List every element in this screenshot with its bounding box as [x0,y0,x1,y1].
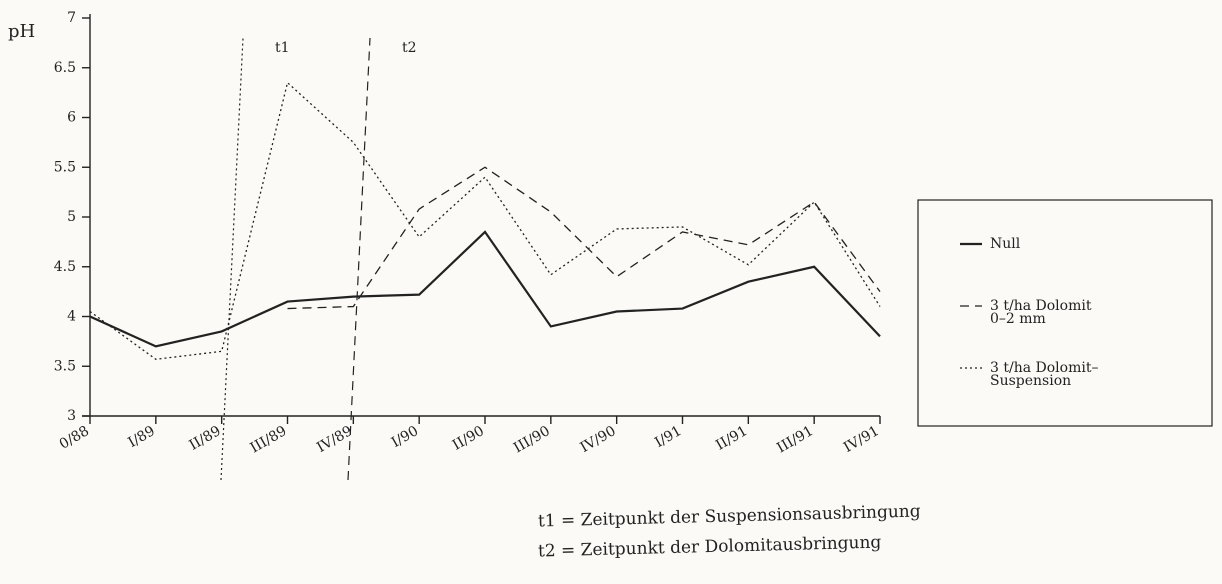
y-tick-label: 4.5 [54,259,76,275]
x-tick-label: III/90 [511,423,553,456]
x-tick-label: IV/89 [314,423,355,456]
y-tick-label: 5.5 [54,159,76,175]
legend-label-line: 3 t/ha Dolomit– [990,360,1098,376]
x-tick-label: 0/88 [57,423,92,453]
y-tick-label: 7 [67,10,76,26]
x-tick-label: III/89 [248,423,290,456]
annotation-line [347,37,371,481]
legend-label: 3 t/ha Dolomit– Suspension [990,360,1098,389]
x-tick-label: I/91 [652,423,684,451]
y-tick-label: 6 [67,110,76,126]
footnote: t1 = Zeitpunkt der Suspensionsausbringun… [538,501,921,531]
x-tick-label: II/89 [187,423,224,454]
y-tick-label: 4 [67,309,76,325]
series-line [287,166,881,310]
annotation-label: t1 [275,40,290,56]
y-axis-label: pH [8,21,35,42]
y-tick-label: 3 [67,408,76,424]
series-line [89,81,881,360]
legend-label-line: 0–2 mm [990,311,1046,327]
x-tick-label: I/89 [126,423,158,451]
y-tick-label: 6.5 [54,60,76,76]
annotation-label: t2 [402,40,417,56]
x-tick-label: IV/91 [841,423,882,456]
series-line [89,230,881,348]
x-tick-label: III/91 [774,423,816,456]
annotation-line [220,37,244,481]
y-tick-label: 5 [67,209,76,225]
legend-label: Null [990,236,1021,252]
legend-label-line: Suspension [990,373,1071,389]
footnote: t2 = Zeitpunkt der Dolomitausbringung [538,533,882,562]
x-tick-label: IV/90 [578,423,619,456]
legend-label-line: 3 t/ha Dolomit [990,298,1092,314]
legend-label-line: Null [990,236,1021,252]
x-tick-label: I/90 [389,423,421,451]
y-tick-label: 3.5 [54,358,76,374]
legend-label: 3 t/ha Dolomit 0–2 mm [990,298,1092,327]
x-tick-label: II/90 [450,423,487,454]
x-tick-label: II/91 [713,423,750,454]
legend-box [917,199,1213,427]
